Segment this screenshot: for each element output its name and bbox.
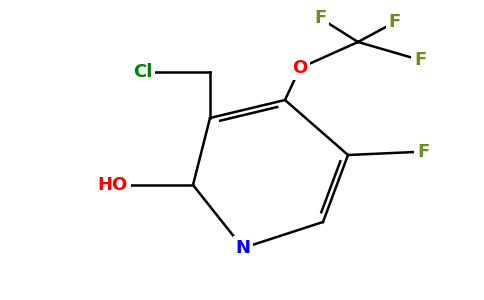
Text: O: O — [292, 59, 308, 77]
Text: F: F — [314, 9, 326, 27]
Text: F: F — [417, 143, 429, 161]
Text: Cl: Cl — [133, 63, 152, 81]
Text: N: N — [236, 239, 251, 257]
Text: F: F — [389, 13, 401, 31]
Text: HO: HO — [98, 176, 128, 194]
Text: F: F — [414, 51, 426, 69]
